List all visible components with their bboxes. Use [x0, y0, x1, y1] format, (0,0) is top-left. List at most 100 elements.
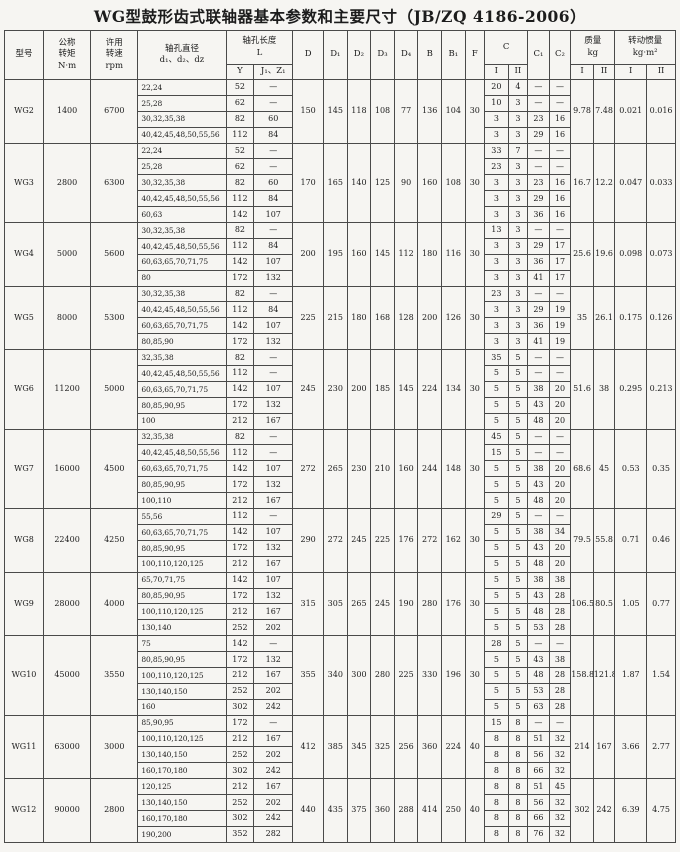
col-header-b1: B₁ [440, 30, 466, 80]
cell-c-ii: 5 [507, 380, 529, 398]
cell-bore-diameter: 80,85,90,95 [137, 476, 227, 494]
cell-c1: — [527, 428, 550, 446]
cell-dim-d: 355 [292, 635, 325, 716]
cell-inertia-ii: 0.126 [646, 285, 676, 351]
cell-dim-d4: 112 [393, 222, 419, 287]
col-header-model: 型号 [4, 30, 44, 80]
cell-dim-d3: 210 [370, 428, 395, 510]
cell-c1: 29 [527, 190, 550, 208]
cell-dim-b1: 116 [440, 222, 466, 287]
cell-c2: 32 [548, 809, 572, 827]
cell-c-ii: 5 [507, 365, 529, 382]
cell-length-j1z1: 167 [253, 603, 294, 621]
table-row: WG5 8000 5300 30,32,35,38 82—225 215 180 168 128… [4, 285, 676, 351]
cell-inertia-i: 6.39 [614, 778, 648, 843]
cell-dim-b: 224 [417, 349, 442, 430]
cell-c-i: 8 [484, 778, 509, 796]
cell-c-i: 5 [484, 555, 509, 573]
cell-bore-diameter: 85,90,95 [137, 714, 227, 732]
cell-dim-b: 280 [417, 571, 442, 637]
cell-dim-f: 30 [464, 508, 486, 573]
cell-dim-d4: 190 [393, 571, 419, 637]
cell-length-y: 212 [225, 730, 255, 748]
cell-length-j1z1: 167 [253, 666, 294, 684]
cell-bore-diameter: 130,140,150 [137, 682, 227, 700]
cell-dim-d3: 108 [370, 79, 395, 144]
cell-dim-d3: 185 [370, 349, 395, 430]
cell-dim-d1: 165 [323, 142, 348, 224]
cell-model: WG11 [4, 714, 44, 780]
cell-length-y: 252 [225, 794, 255, 811]
cell-c1: 38 [527, 523, 550, 541]
cell-speed: 4250 [90, 508, 139, 573]
cell-c2: 17 [548, 269, 572, 287]
cell-dim-d2: 300 [346, 635, 372, 716]
cell-c-ii: 5 [507, 666, 529, 684]
cell-c1: 51 [527, 730, 550, 748]
cell-length-j1z1: — [253, 285, 294, 303]
cell-c-ii: 8 [507, 762, 529, 780]
cell-length-j1z1: 84 [253, 190, 294, 208]
cell-c-ii: 4 [507, 79, 529, 96]
col-header-length-j1z1: J₁、Z₁ [253, 64, 294, 80]
cell-length-j1z1: 107 [253, 253, 294, 271]
cell-length-j1z1: — [253, 714, 294, 732]
cell-c1: 43 [527, 396, 550, 414]
cell-c2: 20 [548, 396, 572, 414]
cell-c-i: 3 [484, 110, 509, 128]
cell-inertia-i: 0.098 [614, 222, 648, 287]
cell-dim-d3: 280 [370, 635, 395, 716]
cell-dim-d1: 340 [323, 635, 348, 716]
cell-c-i: 5 [484, 603, 509, 621]
cell-dim-b: 160 [417, 142, 442, 224]
cell-dim-d4: 160 [393, 428, 419, 510]
cell-torque: 90000 [42, 778, 92, 843]
cell-c-ii: 5 [507, 571, 529, 589]
cell-length-j1z1: 132 [253, 539, 294, 557]
cell-length-y: 82 [225, 285, 255, 303]
col-header-speed: 许用 转速 rpm [90, 30, 139, 80]
cell-dim-d2: 265 [346, 571, 372, 637]
cell-mass-i: 9.78 [570, 79, 594, 144]
cell-bore-diameter: 65,70,71,75 [137, 571, 227, 589]
cell-c1: — [527, 142, 550, 160]
cell-bore-diameter: 30,32,35,38 [137, 222, 227, 239]
cell-model: WG8 [4, 508, 44, 573]
cell-dim-d2: 180 [346, 285, 372, 351]
cell-c2: 28 [548, 682, 572, 700]
cell-mass-ii: 7.48 [592, 79, 616, 144]
cell-c-ii: 5 [507, 619, 529, 637]
cell-c1: 41 [527, 333, 550, 351]
cell-c-ii: 5 [507, 396, 529, 414]
cell-length-y: 172 [225, 476, 255, 494]
table-row: 40,42,45,48,50,55,56 112 84 3 3 29 16 [5, 126, 676, 144]
cell-c1: — [527, 222, 550, 239]
cell-length-y: 142 [225, 523, 255, 541]
cell-c2: 16 [548, 206, 572, 224]
cell-dim-d: 315 [292, 571, 325, 637]
table-row: WG8 22400 4250 55,56 112—290 272 245 225 176 272 1… [4, 508, 676, 573]
table-row: WG9 28000 4000 65,70,71,75 142 107 315 305 265 24… [4, 571, 676, 637]
cell-bore-diameter: 22,24 [137, 79, 227, 96]
cell-c2: 38 [548, 651, 572, 668]
cell-length-j1z1: 107 [253, 380, 294, 398]
cell-speed: 4500 [90, 428, 139, 510]
cell-c-ii: 5 [507, 412, 529, 430]
cell-dim-d: 290 [292, 508, 325, 573]
cell-c1: 56 [527, 746, 550, 764]
col-header-d: D [292, 30, 325, 80]
cell-inertia-ii: 4.75 [646, 778, 676, 843]
cell-c1: 51 [527, 778, 550, 796]
cell-length-y: 142 [225, 317, 255, 335]
cell-bore-diameter: 40,42,45,48,50,55,56 [137, 301, 227, 319]
cell-dim-f: 40 [464, 778, 486, 843]
cell-dim-b: 330 [417, 635, 442, 716]
cell-dim-d2: 345 [346, 714, 372, 780]
cell-c2: — [548, 365, 572, 382]
cell-model: WG5 [4, 285, 44, 351]
cell-c-ii: 5 [507, 492, 529, 510]
cell-dim-b1: 196 [440, 635, 466, 716]
cell-c-ii: 5 [507, 603, 529, 621]
cell-length-j1z1: 132 [253, 269, 294, 287]
col-header-d2: D₂ [346, 30, 372, 80]
